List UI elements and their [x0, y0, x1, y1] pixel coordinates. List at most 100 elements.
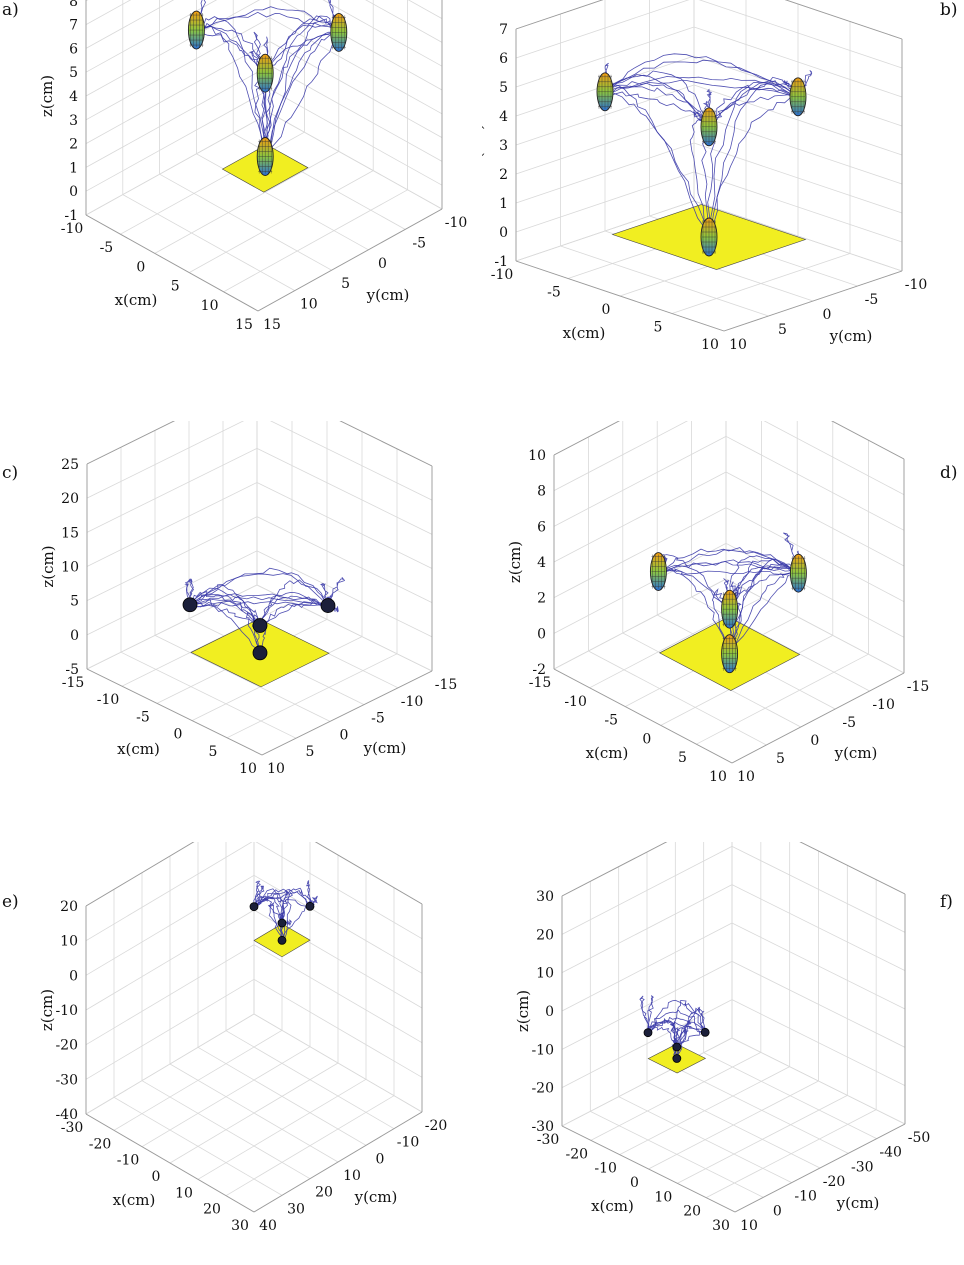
- z-tick-label: 1: [69, 160, 78, 176]
- trajectory-line: [258, 592, 327, 625]
- trajectory-line: [606, 59, 799, 99]
- trajectory-line: [195, 11, 338, 31]
- axis-edge: [314, 842, 423, 905]
- y-tick-label: 0: [810, 733, 819, 749]
- axis-edge: [339, 421, 433, 467]
- trajectory-line: [606, 90, 711, 131]
- trajectory-line: [188, 593, 328, 607]
- grid-line: [85, 842, 253, 942]
- y-tick-label: -50: [908, 1130, 931, 1146]
- grid-line: [561, 884, 733, 974]
- grid-line: [553, 507, 727, 599]
- grid-line: [253, 944, 423, 1044]
- x-tick-label: 0: [174, 727, 183, 743]
- grid-line: [85, 944, 255, 1046]
- grid-line: [85, 0, 261, 97]
- z-tick-label: 20: [61, 491, 79, 507]
- grid-line: [725, 471, 905, 567]
- trajectory-line: [190, 573, 329, 607]
- trajectory-line: [264, 31, 338, 72]
- y-axis-label: y(cm): [829, 327, 873, 345]
- grid-line: [561, 845, 733, 935]
- grid-line: [253, 978, 423, 1078]
- grid-line: [693, 113, 903, 185]
- y-tick-label: -5: [371, 711, 385, 727]
- grid-line: [725, 507, 905, 603]
- z-tick-label: 10: [61, 560, 79, 576]
- grid-line: [159, 173, 332, 271]
- panel-label-c: c): [2, 463, 19, 483]
- y-tick-label: -15: [435, 677, 458, 693]
- z-tick-label: 8: [69, 0, 78, 10]
- grid-line: [725, 542, 905, 638]
- z-tick-label: 0: [499, 225, 508, 241]
- axis-edge: [561, 842, 668, 897]
- trajectory-line: [267, 901, 286, 942]
- grid-line: [85, 874, 255, 976]
- grid-line: [553, 542, 727, 634]
- grid-line: [86, 421, 175, 465]
- grid-line: [85, 0, 218, 73]
- x-tick-label: -5: [136, 709, 150, 725]
- z-tick-label: -30: [531, 1119, 554, 1135]
- x-tick-label: 20: [203, 1202, 221, 1218]
- chart-svg-e: -30-20-100102030-20-10010203040-40-30-20…: [38, 842, 447, 1234]
- grid-line: [141, 1080, 311, 1180]
- trajectory-line: [709, 83, 798, 239]
- grid-line: [693, 142, 903, 214]
- z-tick-label: -10: [55, 1003, 78, 1019]
- z-tick-label: 0: [69, 968, 78, 984]
- x-tick-label: 5: [678, 750, 687, 766]
- trajectory-line: [606, 74, 707, 126]
- target-marker: [305, 901, 315, 911]
- grid-line: [831, 421, 905, 460]
- grid-line: [253, 874, 423, 974]
- grid-line: [553, 471, 727, 563]
- target-marker: [643, 1028, 653, 1038]
- x-tick-label: 5: [654, 320, 663, 336]
- trajectory-line: [658, 570, 798, 576]
- grid-line: [675, 1066, 849, 1154]
- grid-line: [225, 1030, 395, 1130]
- grid-line: [590, 1110, 764, 1198]
- grid-line: [515, 142, 695, 204]
- grid-line: [86, 447, 258, 533]
- z-tick-label: 4: [499, 109, 508, 125]
- z-axis-label: z(cm): [39, 545, 57, 587]
- z-tick-label: 0: [537, 626, 546, 642]
- grid-line: [560, 245, 769, 317]
- grid-line: [731, 999, 906, 1087]
- grid-line: [86, 421, 245, 499]
- trajectory-line: [267, 31, 340, 155]
- grid-line: [515, 84, 695, 146]
- panel-label-a: a): [2, 0, 19, 20]
- axis-edge: [734, 1123, 906, 1213]
- grid-line: [86, 550, 258, 636]
- grid-line: [553, 435, 727, 527]
- trajectory-line: [248, 51, 265, 75]
- axis-edge: [85, 1113, 255, 1213]
- trajectory-line: [708, 94, 797, 128]
- z-tick-label: 25: [61, 457, 79, 473]
- grid-line: [618, 1096, 792, 1184]
- grid-line: [197, 1046, 367, 1146]
- trajectory-line: [184, 581, 192, 605]
- z-tick-label: 5: [499, 80, 508, 96]
- axes-box: -30 -20 -10 0 10 20 30 -50 -40 -30 -20 -10 0 10 -30 -20…: [514, 842, 930, 1234]
- y-tick-label: 5: [306, 744, 315, 760]
- axes-box: -15 -10 -5 0 5 10 -15 -10 -5 0 5 10 -5 0 5 10 15 20 25 x(cm…: [39, 421, 457, 777]
- axis-edge: [799, 842, 906, 895]
- trajectory-line: [253, 31, 267, 76]
- grid-line: [339, 421, 433, 467]
- y-axis-label: y(cm): [354, 1188, 398, 1206]
- trajectory-line: [195, 0, 206, 32]
- x-axis-label: x(cm): [591, 1197, 634, 1215]
- trajectory-line: [187, 578, 195, 606]
- target-marker: [700, 1027, 710, 1037]
- x-tick-label: -10: [491, 267, 514, 283]
- x-axis-label: x(cm): [113, 1191, 156, 1209]
- chart-panel-a: a) -10-5051015-10-5051015-10123456789x(c…: [0, 0, 482, 421]
- x-tick-label: -10: [564, 694, 587, 710]
- y-tick-label: 0: [823, 307, 832, 323]
- trajectory-line: [708, 81, 796, 239]
